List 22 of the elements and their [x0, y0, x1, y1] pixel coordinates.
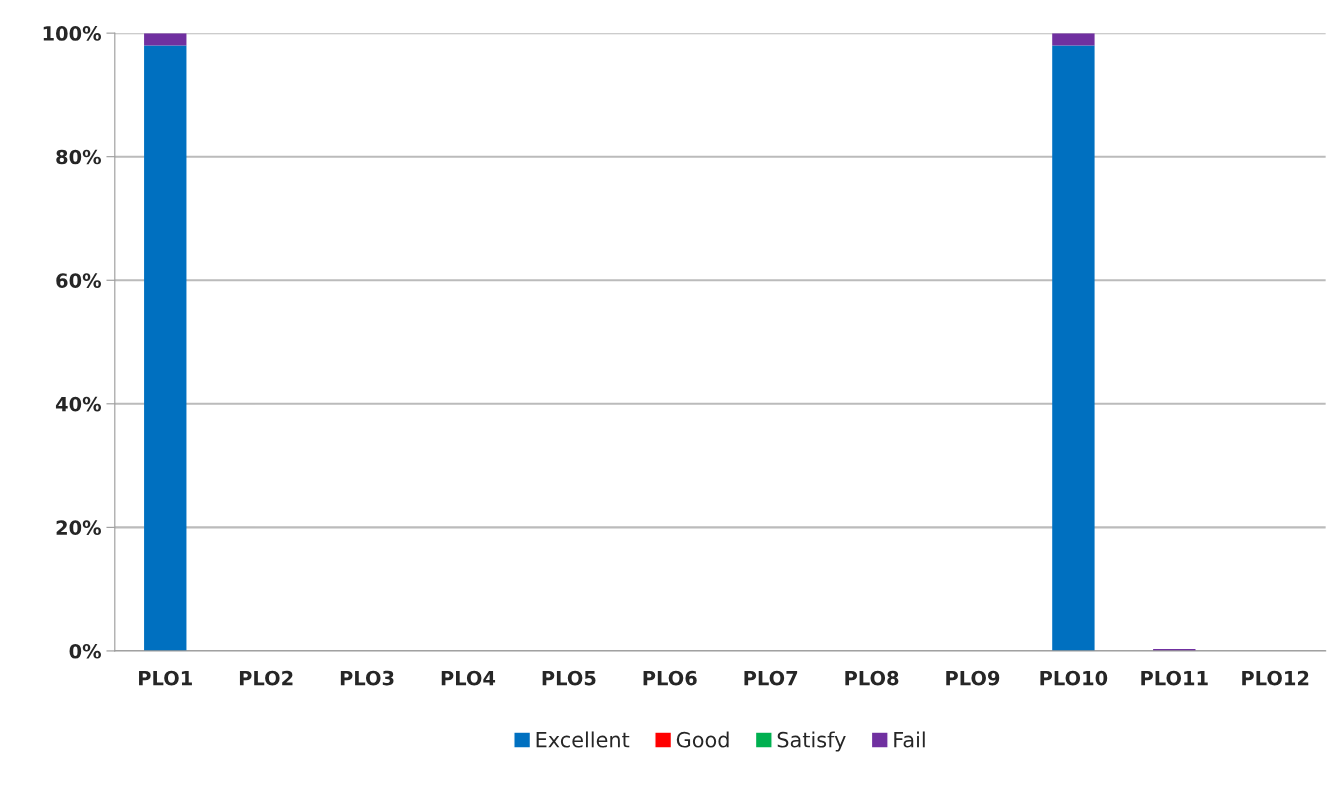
x-tick-label: PLO7	[744, 670, 798, 686]
legend-label: Excellent	[536, 731, 630, 748]
x-tick-label: PLO3	[340, 670, 394, 686]
x-tick-label: PLO9	[946, 670, 1000, 686]
legend-label: Fail	[894, 731, 925, 748]
x-tick-label: PLO5	[542, 670, 596, 686]
x-tick-label: PLO12	[1242, 670, 1309, 686]
y-tick-label: 60%	[56, 273, 101, 288]
x-tick-label: PLO1	[139, 670, 192, 686]
x-tick-label: PLO10	[1040, 670, 1108, 686]
y-tick-label: 0%	[69, 643, 101, 659]
y-tick-label: 40%	[55, 396, 101, 412]
x-tick-label: PLO11	[1141, 670, 1208, 686]
legend-label: Satisfy	[777, 731, 846, 752]
y-tick-label: 80%	[56, 149, 101, 165]
x-tick-label: PLO2	[239, 670, 293, 686]
x-tick-label: PLO4	[441, 670, 496, 686]
x-tick-label: PLO6	[643, 670, 697, 686]
legend-label: Good	[676, 731, 729, 748]
y-tick-label: 20%	[56, 520, 101, 536]
y-tick-label: 100%	[43, 26, 101, 41]
x-tick-label: PLO8	[845, 670, 899, 686]
